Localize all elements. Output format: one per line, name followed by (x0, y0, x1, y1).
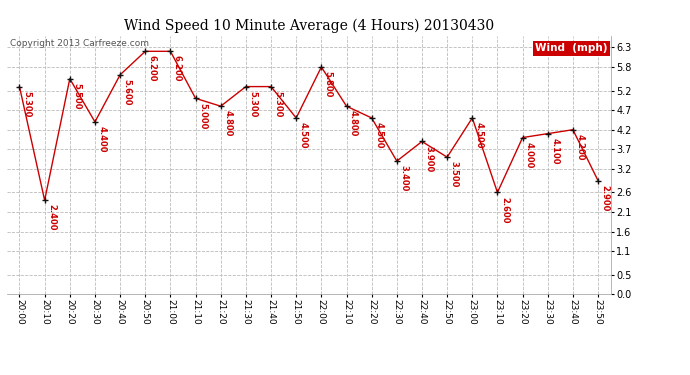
Text: 5.300: 5.300 (273, 91, 282, 117)
Text: 5.500: 5.500 (72, 83, 81, 110)
Text: 5.300: 5.300 (248, 91, 257, 117)
Text: 2.600: 2.600 (500, 196, 509, 223)
Text: 6.200: 6.200 (173, 56, 182, 82)
Text: 6.200: 6.200 (148, 56, 157, 82)
Text: 5.000: 5.000 (198, 102, 207, 129)
Text: 3.400: 3.400 (400, 165, 408, 192)
Text: Wind  (mph): Wind (mph) (535, 44, 608, 53)
Text: 5.600: 5.600 (123, 79, 132, 105)
Text: 5.300: 5.300 (22, 91, 31, 117)
Text: 4.000: 4.000 (525, 142, 534, 168)
Text: 3.500: 3.500 (450, 161, 459, 188)
Text: 4.100: 4.100 (550, 138, 559, 164)
Text: 4.200: 4.200 (575, 134, 584, 160)
Text: 2.900: 2.900 (600, 185, 609, 211)
Text: 4.500: 4.500 (299, 122, 308, 148)
Text: 2.400: 2.400 (47, 204, 56, 231)
Title: Wind Speed 10 Minute Average (4 Hours) 20130430: Wind Speed 10 Minute Average (4 Hours) 2… (124, 19, 494, 33)
Text: 4.500: 4.500 (374, 122, 383, 148)
Text: 3.900: 3.900 (424, 146, 433, 172)
Text: 5.800: 5.800 (324, 71, 333, 98)
Text: 4.400: 4.400 (97, 126, 106, 153)
Text: Copyright 2013 Carfreeze.com: Copyright 2013 Carfreeze.com (10, 39, 149, 48)
Text: 4.800: 4.800 (223, 110, 232, 137)
Text: 4.800: 4.800 (349, 110, 358, 137)
Text: 4.500: 4.500 (475, 122, 484, 148)
